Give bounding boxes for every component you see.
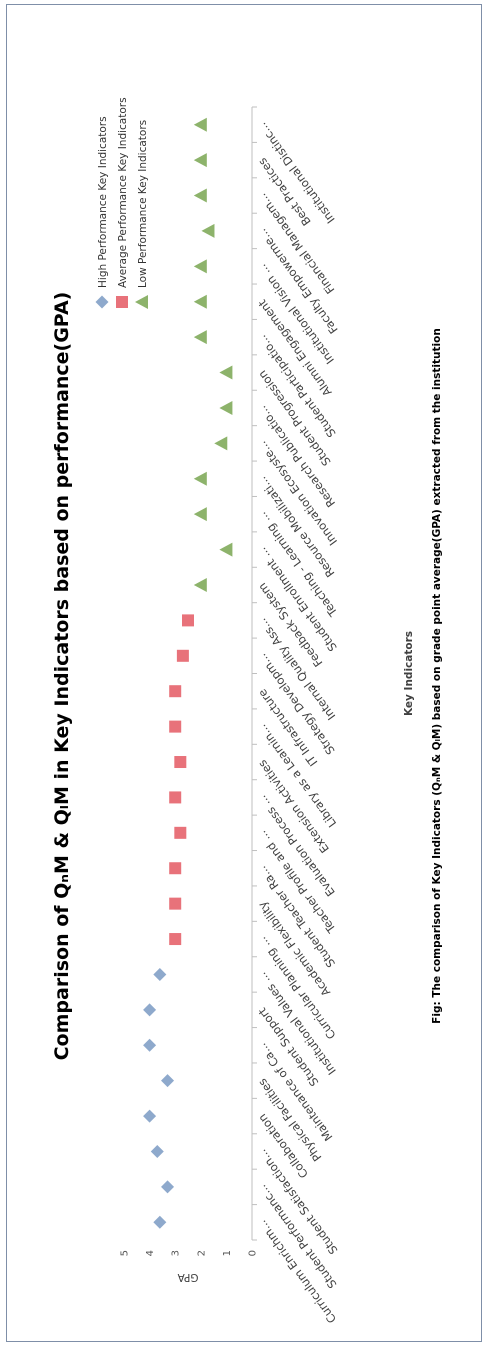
y-tick-label: 5 (120, 1250, 131, 1256)
legend-entry: High Performance Key Indicators (97, 116, 109, 288)
legend: High Performance Key Indicators Average P… (95, 97, 149, 309)
data-point-square (182, 614, 194, 627)
data-point-square (176, 649, 189, 662)
data-point-triangle (193, 577, 207, 592)
data-point-triangle (219, 365, 233, 380)
data-point-triangle (193, 507, 207, 522)
data-point-diamond (161, 1074, 175, 1088)
legend-marker-triangle (135, 295, 148, 309)
data-point-diamond (161, 1180, 175, 1194)
data-point-diamond (153, 1215, 167, 1229)
y-tick-label: 2 (196, 1250, 207, 1256)
data-point-square (169, 720, 182, 733)
data-point-square (169, 933, 182, 946)
data-point-diamond (143, 1109, 157, 1123)
data-point-triangle (193, 471, 207, 486)
data-point-triangle (193, 330, 207, 345)
data-point-triangle (201, 223, 215, 238)
data-point-triangle (193, 294, 207, 309)
data-point-square (169, 685, 182, 698)
chart-title: Comparison of QₙM & QₗM in Key Indicator… (51, 292, 73, 1061)
legend-marker-square (116, 296, 128, 308)
data-point-square (169, 897, 182, 910)
data-point-triangle (193, 188, 207, 203)
data-point-square (174, 756, 187, 769)
y-tick-label: 3 (171, 1250, 182, 1256)
data-point-diamond (143, 1038, 157, 1052)
data-point-triangle (219, 400, 233, 415)
legend-entry: Average Performance Key Indicators (117, 97, 129, 288)
y-tick-label: 1 (222, 1250, 233, 1256)
data-point-diamond (150, 1144, 164, 1158)
legend-marker-diamond (95, 295, 109, 309)
legend-entry: Low Performance Key Indicators (137, 120, 149, 288)
y-axis-title: GPA (177, 1271, 199, 1283)
y-tick-label: 4 (145, 1250, 156, 1256)
data-point-diamond (143, 1003, 157, 1017)
data-point-square (174, 826, 187, 839)
x-axis-title: Key Indicators (403, 631, 415, 716)
data-point-triangle (193, 117, 207, 132)
data-point-triangle (193, 259, 207, 274)
figure-caption: Fig: The comparison of Key Indicators (Q… (431, 328, 443, 1024)
data-point-diamond (153, 967, 167, 981)
figure-frame (6, 4, 482, 1342)
data-point-square (169, 791, 182, 804)
y-tick-label: 0 (248, 1250, 259, 1256)
data-point-triangle (219, 542, 233, 557)
data-point-triangle (214, 436, 228, 451)
data-point-triangle (193, 153, 207, 168)
data-point-square (169, 862, 182, 875)
